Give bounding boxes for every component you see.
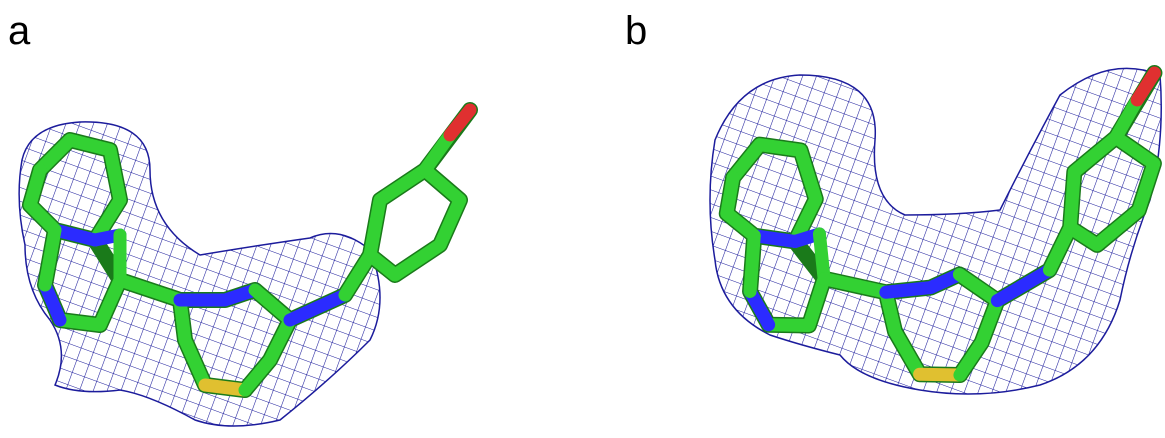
panel-label: a bbox=[8, 9, 31, 53]
panel-label: b bbox=[625, 9, 647, 53]
panel-a: a bbox=[8, 9, 470, 426]
panel-b: b bbox=[625, 9, 1165, 397]
figure: a b bbox=[0, 0, 1165, 433]
